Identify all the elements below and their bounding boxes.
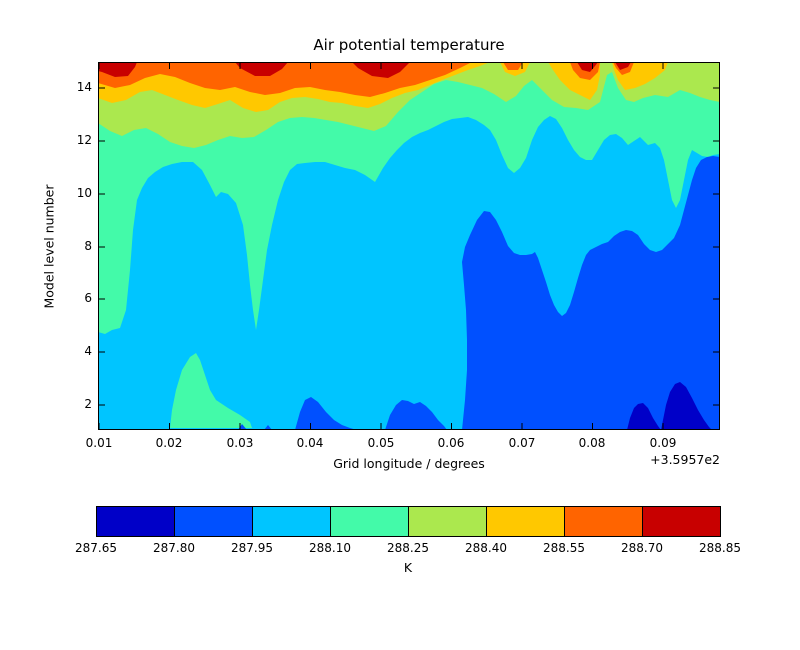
y-tick-label: 6 (84, 291, 92, 305)
contour-band-288.70 (98, 62, 631, 78)
colorbar-tick-label: 287.95 (231, 541, 273, 555)
colorbar-unit-label: K (403, 560, 413, 575)
x-tick-label: 0.02 (155, 436, 183, 450)
x-tick-label: 0.05 (367, 436, 395, 450)
colorbar-segment (409, 507, 487, 536)
x-axis-label: Grid longitude / degrees (333, 456, 485, 471)
x-tick-label: 0.01 (85, 436, 113, 450)
colorbar-tick-label: 287.80 (153, 541, 195, 555)
colorbar-segment (253, 507, 331, 536)
page-title: Air potential temperature (313, 36, 505, 54)
y-tick-label: 2 (84, 397, 92, 411)
y-tick-label: 14 (76, 80, 92, 94)
x-tick-label: 0.03 (226, 436, 254, 450)
colorbar-segment (97, 507, 175, 536)
x-tick-label: 0.06 (437, 436, 465, 450)
y-tick-label: 8 (84, 239, 92, 253)
x-axis-offset-label: +3.5957e2 (650, 452, 720, 467)
colorbar-tick-label: 288.85 (699, 541, 741, 555)
colorbar-tick-label: 288.40 (465, 541, 507, 555)
contour-plot (98, 62, 720, 430)
contour-island-288.10 (170, 353, 252, 428)
colorbar-tick-label: 288.55 (543, 541, 585, 555)
x-tick-label: 0.09 (649, 436, 677, 450)
x-tick-label: 0.07 (508, 436, 536, 450)
colorbar-segment (565, 507, 643, 536)
colorbar-tick-label: 288.10 (309, 541, 351, 555)
plot-border (98, 62, 720, 430)
colorbar-segment (643, 507, 720, 536)
colorbar-segment (175, 507, 253, 536)
y-axis-label: Model level number (41, 184, 57, 309)
colorbar-segment (331, 507, 409, 536)
y-tick-label: 10 (76, 186, 92, 200)
contour-band-287.65 (627, 382, 712, 430)
x-tick-label: 0.08 (578, 436, 606, 450)
colorbar-segment (487, 507, 565, 536)
colorbar (96, 506, 721, 537)
colorbar-tick-label: 288.70 (621, 541, 663, 555)
colorbar-tick-label: 287.65 (75, 541, 117, 555)
contour-band-287.80 (238, 156, 720, 430)
y-tick-label: 12 (76, 133, 92, 147)
y-tick-label: 4 (84, 344, 92, 358)
x-tick-label: 0.04 (296, 436, 324, 450)
colorbar-tick-label: 288.25 (387, 541, 429, 555)
axis-ticks (98, 62, 720, 430)
